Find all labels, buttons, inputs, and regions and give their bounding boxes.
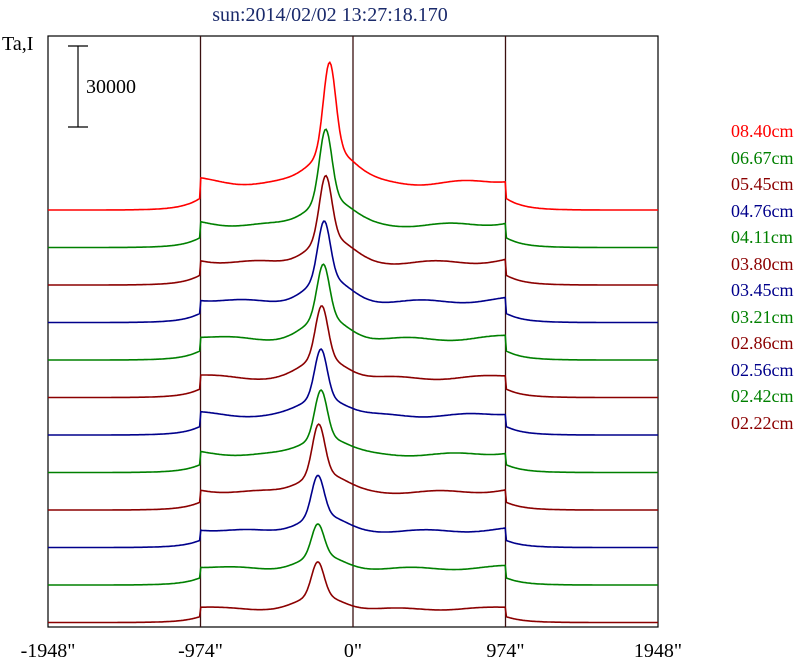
x-tick-label: 974"	[486, 640, 524, 662]
legend-item: 03.45cm	[731, 280, 794, 300]
x-tick-label: -974"	[178, 640, 223, 662]
series-line	[48, 61, 658, 211]
legend-item: 02.86cm	[731, 333, 794, 353]
legend: 08.40cm 06.67cm 05.45cm 04.76cm 04.11cm 03.80…	[731, 118, 794, 436]
series-line	[48, 220, 658, 324]
legend-item: 02.42cm	[731, 386, 794, 406]
y-axis-label: Ta,I	[2, 33, 34, 55]
series-group	[48, 61, 658, 624]
legend-item: 06.67cm	[731, 147, 794, 168]
series-line	[48, 174, 658, 286]
scale-bar-label: 30000	[86, 76, 136, 98]
x-tick-label: -1948"	[21, 640, 76, 662]
series-line	[48, 523, 658, 586]
legend-item: 03.21cm	[731, 306, 794, 327]
legend-item: 02.22cm	[731, 412, 794, 433]
legend-item: 02.56cm	[731, 359, 794, 380]
series-line	[48, 388, 658, 474]
legend-item: 08.40cm	[731, 121, 794, 141]
chart-title: sun:2014/02/02 13:27:18.170	[212, 4, 448, 26]
series-line	[48, 128, 658, 249]
series-line	[48, 263, 658, 361]
legend-item: 05.45cm	[731, 174, 794, 194]
legend-item: 04.76cm	[731, 200, 794, 221]
series-line	[48, 423, 658, 511]
legend-item: 03.80cm	[731, 253, 794, 274]
series-line	[48, 474, 658, 549]
legend-item: 04.11cm	[731, 227, 793, 247]
x-tick-label: 0"	[344, 640, 362, 662]
scale-bar: 30000	[68, 45, 136, 128]
x-tick-label: 1948"	[634, 640, 682, 662]
x-tick-labels: -1948" -974" 0" 974" 1948"	[21, 640, 683, 662]
series-line	[48, 305, 658, 399]
series-line	[48, 347, 658, 436]
series-line	[48, 561, 658, 624]
